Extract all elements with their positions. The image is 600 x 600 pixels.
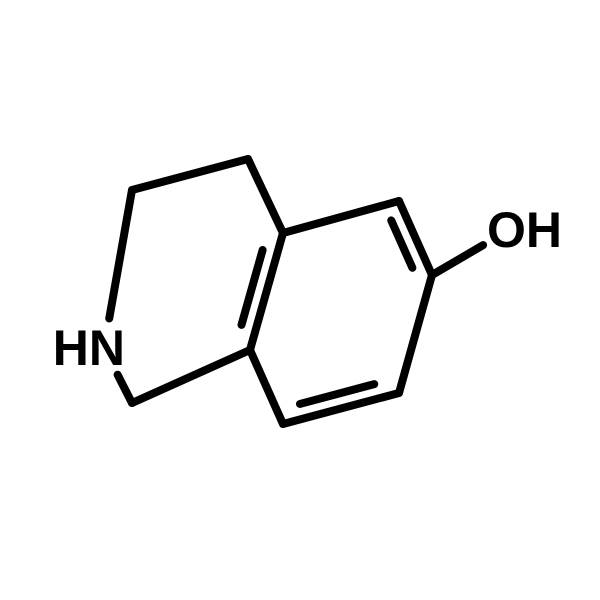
bond-line [132, 159, 248, 190]
bond-line [399, 275, 432, 393]
bond-line [109, 190, 132, 318]
bond-line [432, 245, 483, 275]
atom-label: OH [487, 202, 562, 258]
bond-line [248, 159, 283, 233]
molecule-diagram: HN OH [0, 0, 600, 600]
bond-line [132, 350, 250, 403]
bond-line [283, 201, 399, 233]
bond-line [399, 201, 432, 275]
bond-line [118, 375, 132, 403]
bond-line [250, 350, 283, 424]
bond-line [283, 393, 399, 424]
atom-label: HN [53, 320, 125, 376]
